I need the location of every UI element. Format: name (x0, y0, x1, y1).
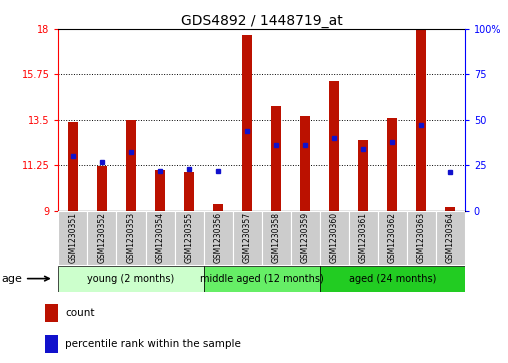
Bar (68, 122, 78, 211)
Text: GSM1230362: GSM1230362 (388, 212, 397, 263)
Bar (184, 172, 194, 211)
Bar (378, 211, 407, 265)
Bar (97, 166, 107, 211)
Bar (213, 204, 223, 211)
Bar (242, 35, 252, 211)
Text: GSM1230354: GSM1230354 (155, 212, 165, 263)
Text: GSM1230355: GSM1230355 (184, 212, 194, 263)
Bar (291, 211, 320, 265)
Text: GSM1230352: GSM1230352 (98, 212, 107, 263)
Bar (407, 211, 436, 265)
Text: GSM1230359: GSM1230359 (301, 212, 310, 263)
Text: GSM1230361: GSM1230361 (359, 212, 368, 263)
Text: middle aged (12 months): middle aged (12 months) (200, 274, 324, 284)
Bar (271, 106, 281, 211)
Bar (320, 211, 348, 265)
Bar (204, 211, 233, 265)
Bar (387, 118, 397, 211)
Bar (262, 211, 291, 265)
Text: GSM1230364: GSM1230364 (446, 212, 455, 263)
Text: young (2 months): young (2 months) (87, 274, 175, 284)
Bar (320, 266, 465, 292)
Bar (58, 266, 204, 292)
Bar (416, 29, 426, 211)
Text: GSM1230356: GSM1230356 (213, 212, 223, 263)
Bar (445, 207, 455, 211)
Text: GSM1230351: GSM1230351 (69, 212, 77, 263)
Text: GSM1230360: GSM1230360 (330, 212, 339, 263)
Bar (58, 211, 87, 265)
Bar (233, 211, 262, 265)
Bar (358, 140, 368, 211)
Bar (45, 304, 57, 322)
Bar (175, 211, 204, 265)
Bar (116, 211, 145, 265)
Text: percentile rank within the sample: percentile rank within the sample (65, 339, 241, 349)
Bar (126, 120, 136, 211)
Text: aged (24 months): aged (24 months) (348, 274, 436, 284)
Bar (329, 81, 339, 211)
Title: GDS4892 / 1448719_at: GDS4892 / 1448719_at (181, 14, 342, 28)
Text: GSM1230353: GSM1230353 (126, 212, 136, 263)
Text: age: age (1, 274, 49, 284)
Text: GSM1230358: GSM1230358 (272, 212, 280, 263)
Bar (145, 211, 175, 265)
Bar (436, 211, 465, 265)
Bar (348, 211, 378, 265)
Bar (204, 266, 320, 292)
Bar (87, 211, 116, 265)
Text: GSM1230363: GSM1230363 (417, 212, 426, 263)
Bar (155, 170, 165, 211)
Bar (300, 116, 310, 211)
Text: GSM1230357: GSM1230357 (243, 212, 251, 263)
Bar (45, 335, 57, 353)
Text: count: count (65, 308, 94, 318)
